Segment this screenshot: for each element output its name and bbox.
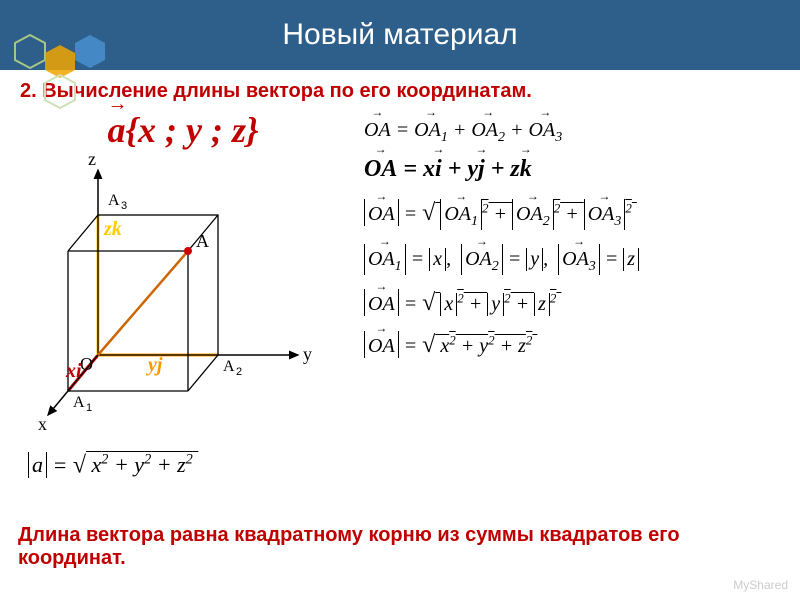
conclusion-text: Длина вектора равна квадратному корню из… bbox=[18, 524, 782, 570]
svg-text:x: x bbox=[38, 414, 47, 434]
hexagon-decoration bbox=[10, 30, 120, 110]
equations-column: OA = OA1 + OA2 + OA3 OA = xi + yj + zk O… bbox=[364, 109, 782, 479]
equation-2: OA = xi + yj + zk bbox=[364, 152, 782, 183]
final-magnitude-equation: a = √ x2 + y2 + z2 bbox=[28, 452, 348, 479]
svg-text:3: 3 bbox=[121, 200, 127, 212]
svg-text:A: A bbox=[223, 358, 235, 375]
header-bar: Новый материал bbox=[0, 0, 800, 70]
svg-text:z: z bbox=[88, 155, 96, 169]
svg-text:1: 1 bbox=[86, 402, 92, 414]
svg-text:A: A bbox=[196, 231, 209, 251]
svg-text:A: A bbox=[108, 192, 120, 209]
svg-text:y: y bbox=[303, 344, 312, 364]
equation-3: OA = √ OA12 + OA22 + OA32 bbox=[364, 199, 782, 230]
svg-text:O: O bbox=[80, 354, 93, 374]
equation-1: OA = OA1 + OA2 + OA3 bbox=[364, 115, 782, 146]
svg-text:xi: xi bbox=[65, 360, 82, 382]
page-title: Новый материал bbox=[282, 18, 517, 52]
svg-text:yj: yj bbox=[146, 354, 163, 376]
left-column: a{x ; y ; z} bbox=[18, 109, 348, 479]
svg-text:zk: zk bbox=[103, 218, 122, 240]
content-area: a{x ; y ; z} bbox=[0, 109, 800, 479]
watermark: MyShared bbox=[733, 578, 788, 592]
equation-4: OA1 = x, OA2 = y, OA3 = z bbox=[364, 244, 782, 275]
equation-5: OA = √ x2 + y2 + z2 bbox=[364, 289, 782, 317]
vector-definition: a{x ; y ; z} bbox=[18, 109, 348, 151]
svg-text:2: 2 bbox=[236, 366, 242, 378]
cube-diagram: z y x O A A1 A2 A3 xi yj zk bbox=[18, 155, 318, 435]
svg-text:A: A bbox=[73, 394, 85, 411]
equation-6: OA = √ x2 + y2 + z2 bbox=[364, 331, 782, 359]
